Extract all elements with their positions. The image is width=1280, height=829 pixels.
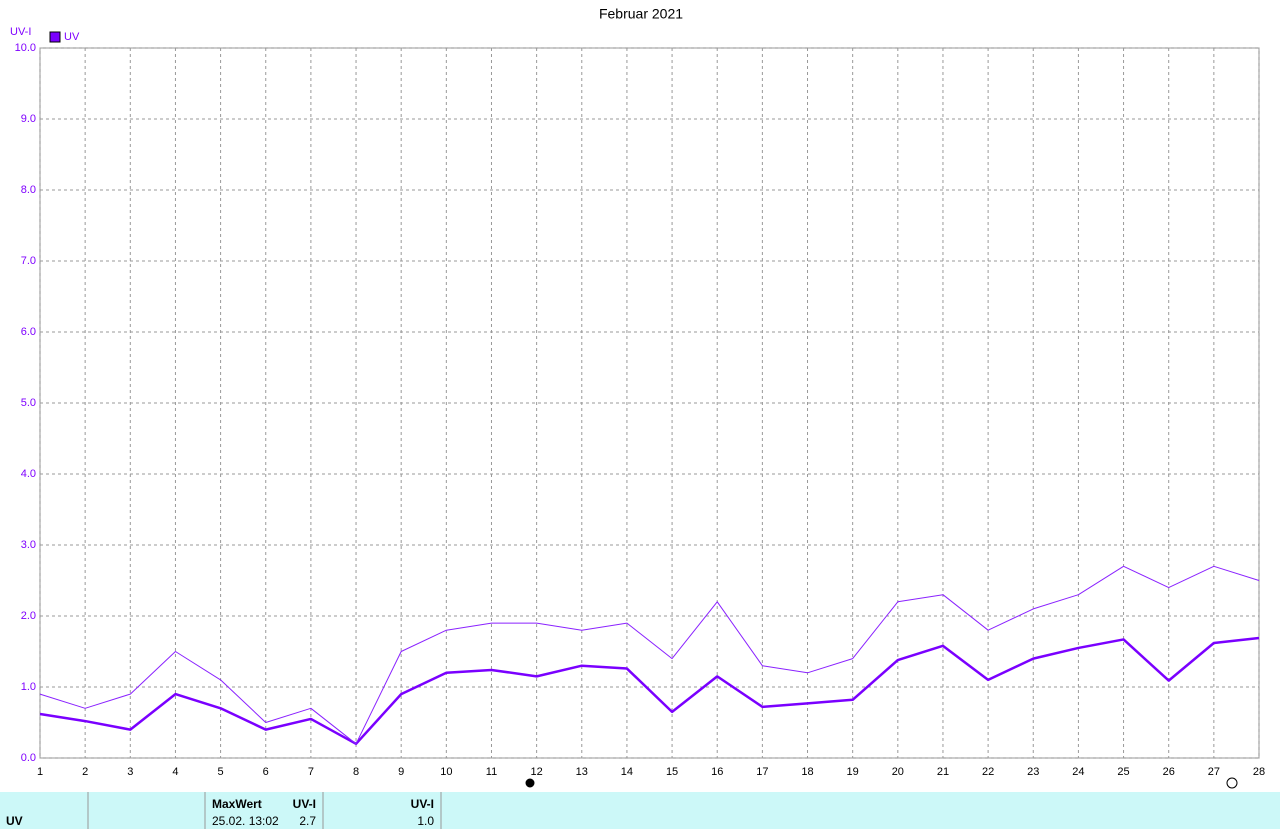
y-tick-label: 5.0: [21, 397, 36, 409]
x-tick-label: 4: [172, 766, 178, 778]
footer-cell: 2.7: [299, 814, 316, 828]
footer-cell: 1.0: [417, 814, 434, 828]
x-tick-label: 26: [1163, 766, 1175, 778]
x-tick-label: 23: [1027, 766, 1039, 778]
x-tick-label: 22: [982, 766, 994, 778]
x-tick-label: 14: [621, 766, 633, 778]
x-tick-label: 13: [576, 766, 588, 778]
x-tick-label: 12: [531, 766, 543, 778]
y-tick-label: 4.0: [21, 468, 36, 480]
x-tick-label: 20: [892, 766, 904, 778]
y-tick-label: 10.0: [15, 42, 36, 54]
y-tick-label: 7.0: [21, 255, 36, 267]
y-tick-label: 8.0: [21, 184, 36, 196]
x-tick-label: 16: [711, 766, 723, 778]
data-line: [39, 565, 1260, 745]
footer-cell: 25.02. 13:02: [212, 814, 279, 828]
footer-header: MaxWert: [212, 797, 262, 811]
x-tick-label: 5: [218, 766, 224, 778]
y-tick-label: 6.0: [21, 326, 36, 338]
footer-header: UV-I: [411, 797, 434, 811]
data-line: [39, 636, 1260, 746]
x-tick-label: 21: [937, 766, 949, 778]
chart-title: Februar 2021: [599, 6, 683, 22]
x-tick-label: 10: [440, 766, 452, 778]
x-tick-label: 7: [308, 766, 314, 778]
moon-full: [1226, 777, 1238, 789]
y-tick-label: 9.0: [21, 113, 36, 125]
x-tick-label: 3: [127, 766, 133, 778]
y-axis-label: UV-I: [10, 26, 31, 38]
x-tick-label: 8: [353, 766, 359, 778]
x-tick-label: 11: [486, 766, 497, 778]
x-tick-label: 2: [82, 766, 88, 778]
x-tick-label: 1: [37, 766, 43, 778]
legend-swatch: [49, 31, 61, 43]
footer: UV MaxWert UV-I 25.02. 13:02 2.7 UV-I 1.…: [0, 792, 1280, 829]
legend-label: UV: [64, 31, 80, 43]
y-tick-label: 1.0: [21, 681, 36, 693]
x-tick-label: 25: [1117, 766, 1129, 778]
x-tick-label: 17: [756, 766, 768, 778]
footer-row-label: UV: [6, 814, 23, 828]
x-tick-label: 28: [1253, 766, 1265, 778]
x-tick-label: 27: [1208, 766, 1220, 778]
footer-bg: [0, 792, 1280, 829]
y-tick-label: 3.0: [21, 539, 36, 551]
x-tick-label: 9: [398, 766, 404, 778]
x-tick-label: 24: [1072, 766, 1084, 778]
footer-header: UV-I: [293, 797, 316, 811]
x-tick-label: 18: [801, 766, 813, 778]
x-tick-label: 19: [847, 766, 859, 778]
y-tick-label: 0.0: [21, 752, 36, 764]
moon-new: [525, 778, 535, 788]
x-tick-label: 6: [263, 766, 269, 778]
y-tick-label: 2.0: [21, 610, 36, 622]
x-tick-label: 15: [666, 766, 678, 778]
